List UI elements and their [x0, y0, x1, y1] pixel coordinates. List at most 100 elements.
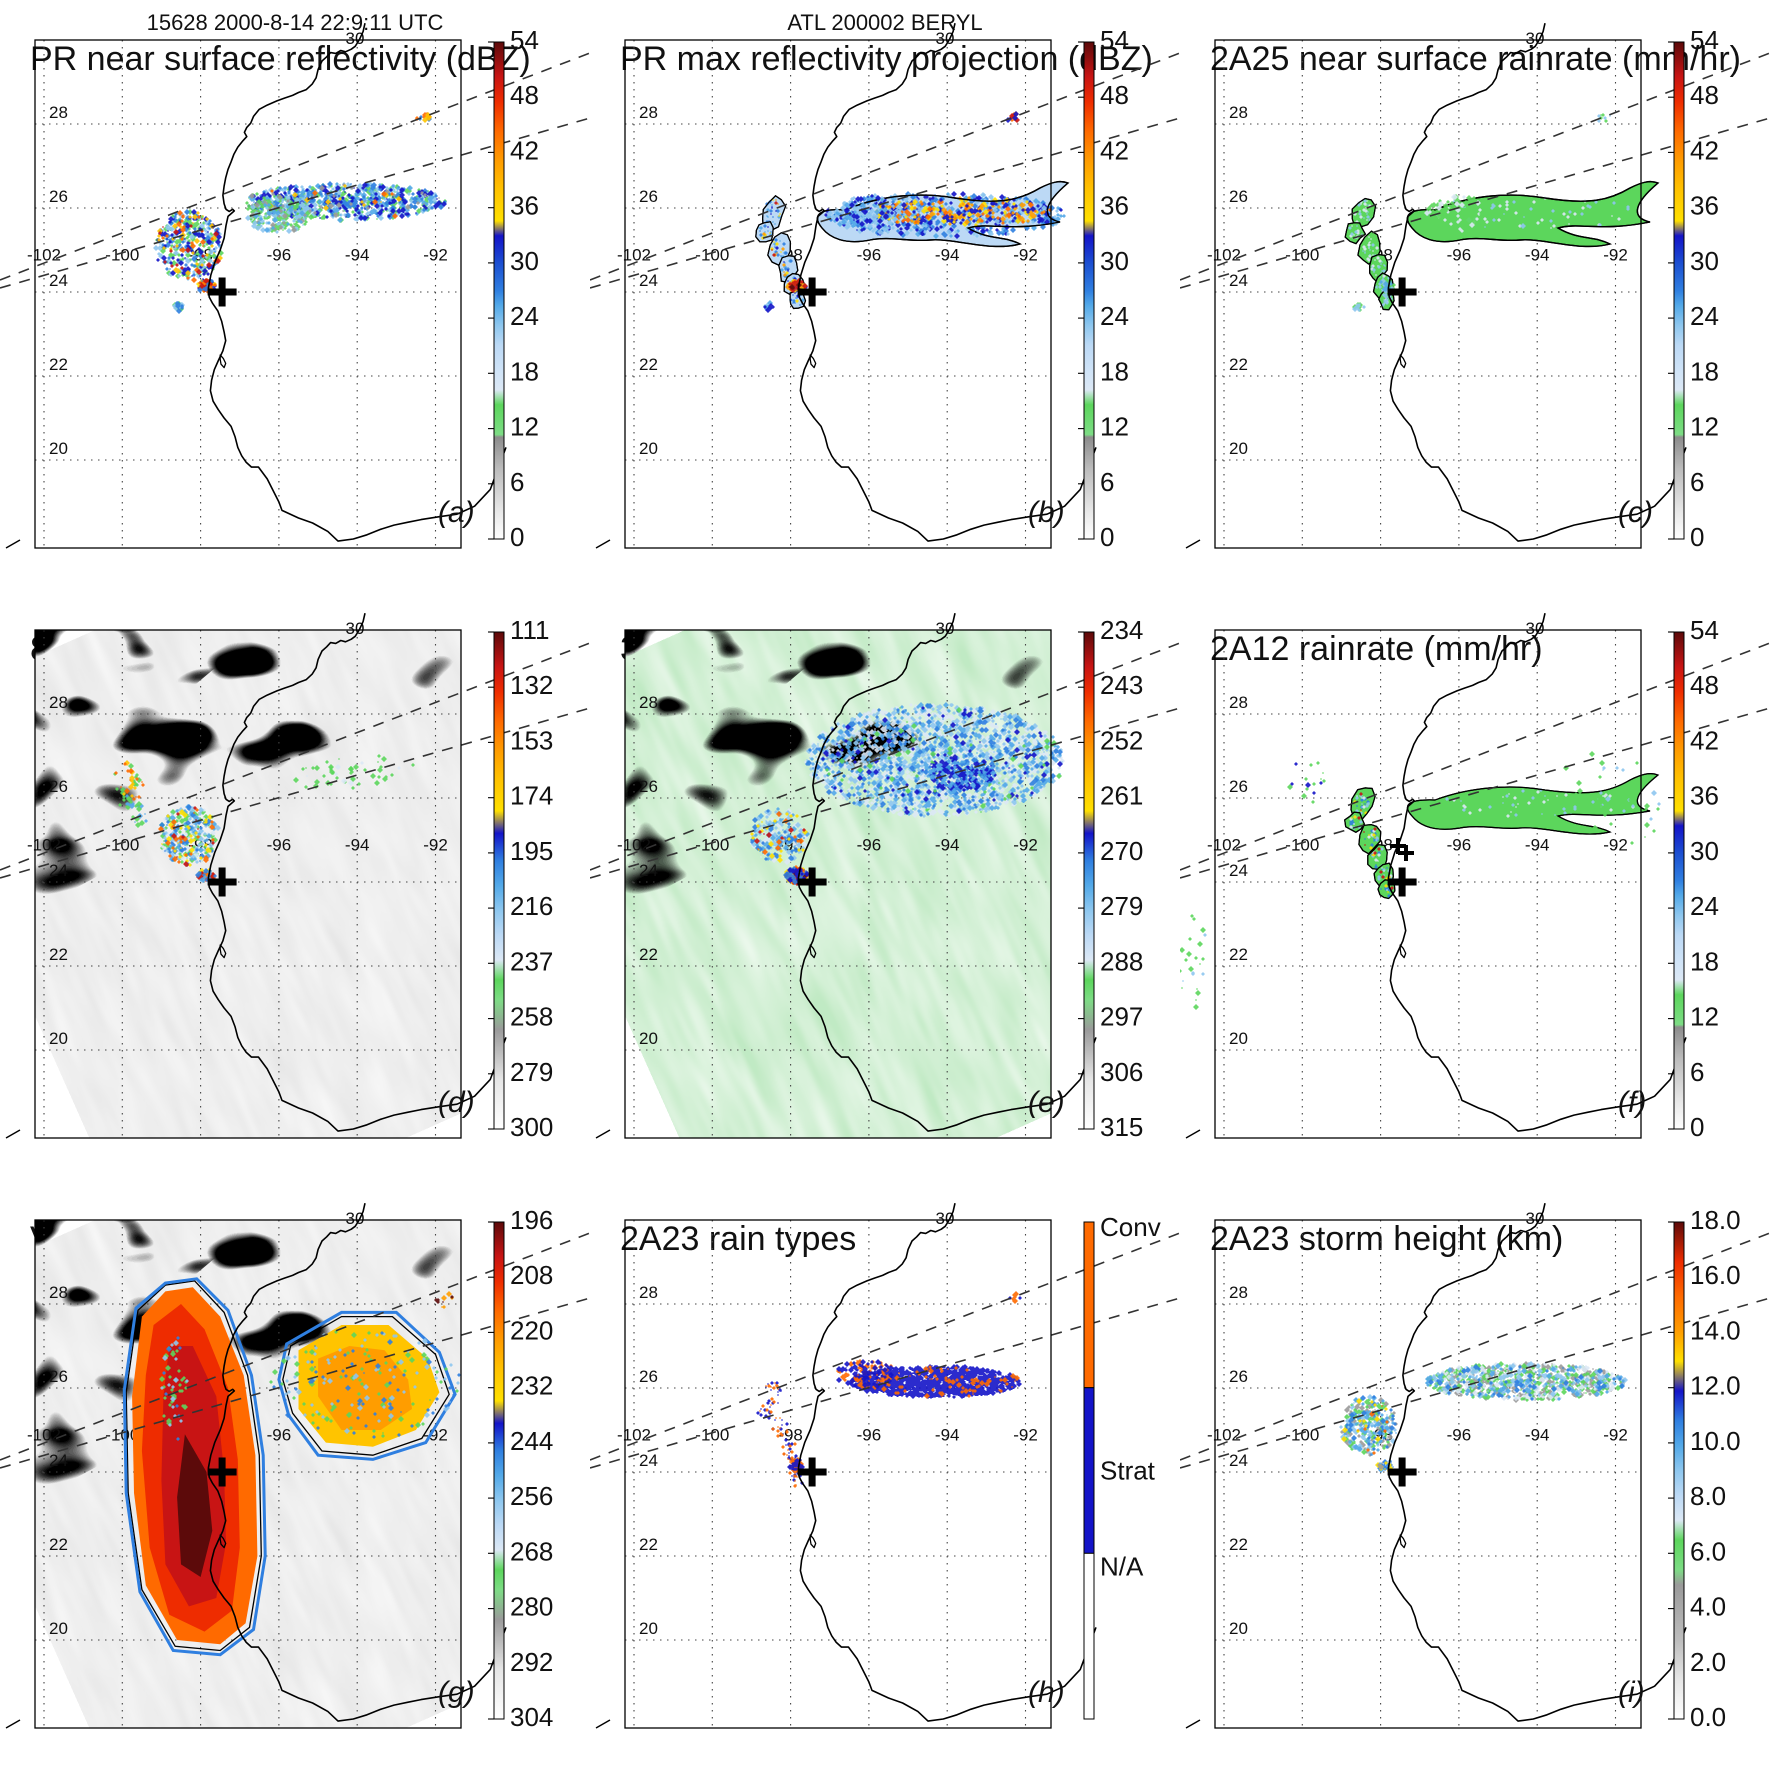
svg-text:24: 24 [639, 1451, 658, 1470]
svg-text:36: 36 [1690, 191, 1719, 221]
svg-text:30: 30 [1100, 246, 1129, 276]
svg-text:24: 24 [1229, 271, 1248, 290]
svg-text:(a): (a) [438, 496, 475, 529]
svg-text:12: 12 [1690, 1002, 1719, 1032]
svg-text:28: 28 [49, 1283, 68, 1302]
svg-text:-92: -92 [1603, 1426, 1628, 1445]
svg-text:-102: -102 [617, 246, 651, 265]
svg-text:-94: -94 [1525, 1426, 1550, 1445]
svg-text:-100: -100 [1285, 836, 1319, 855]
svg-text:244: 244 [510, 1426, 553, 1456]
svg-text:18: 18 [1690, 356, 1719, 386]
svg-text:297: 297 [1100, 1002, 1143, 1032]
svg-text:0: 0 [1100, 522, 1114, 552]
svg-text:-102: -102 [1207, 1426, 1241, 1445]
svg-text:24: 24 [1690, 891, 1719, 921]
svg-text:30: 30 [1526, 1209, 1545, 1228]
svg-text:24: 24 [49, 861, 68, 880]
svg-text:24: 24 [1229, 1451, 1248, 1470]
svg-text:0: 0 [1690, 522, 1704, 552]
svg-text:54: 54 [510, 25, 539, 55]
svg-text:30: 30 [346, 1209, 365, 1228]
svg-text:-92: -92 [423, 836, 448, 855]
svg-text:279: 279 [1100, 891, 1143, 921]
svg-text:28: 28 [639, 1283, 658, 1302]
svg-text:54: 54 [1690, 615, 1719, 645]
svg-text:12.0: 12.0 [1690, 1371, 1741, 1401]
svg-text:28: 28 [49, 693, 68, 712]
svg-text:-96: -96 [1447, 1426, 1472, 1445]
svg-text:6: 6 [1100, 467, 1114, 497]
svg-text:22: 22 [1229, 1535, 1248, 1554]
svg-text:24: 24 [639, 271, 658, 290]
svg-text:24: 24 [49, 1451, 68, 1470]
svg-text:54: 54 [1100, 25, 1129, 55]
svg-text:-100: -100 [695, 1426, 729, 1445]
svg-text:26: 26 [1229, 1367, 1248, 1386]
svg-text:-100: -100 [105, 246, 139, 265]
svg-text:12: 12 [1100, 412, 1129, 442]
svg-text:220: 220 [510, 1315, 553, 1345]
svg-text:N/A: N/A [1100, 1551, 1144, 1581]
svg-text:306: 306 [1100, 1057, 1143, 1087]
svg-text:24: 24 [510, 301, 539, 331]
svg-text:132: 132 [510, 670, 553, 700]
svg-text:20: 20 [1229, 1619, 1248, 1638]
svg-text:20: 20 [639, 1619, 658, 1638]
svg-text:-94: -94 [935, 1426, 960, 1445]
svg-text:-96: -96 [857, 246, 882, 265]
svg-text:(h): (h) [1028, 1676, 1065, 1709]
svg-text:28: 28 [639, 693, 658, 712]
svg-text:18: 18 [1100, 356, 1129, 386]
svg-text:PR max reflectivity projection: PR max reflectivity projection (dBZ) [620, 40, 1153, 78]
svg-text:22: 22 [639, 355, 658, 374]
svg-text:10.0: 10.0 [1690, 1426, 1741, 1456]
svg-text:-92: -92 [1013, 1426, 1038, 1445]
svg-text:-100: -100 [695, 836, 729, 855]
svg-text:(b): (b) [1028, 496, 1065, 529]
svg-text:195: 195 [510, 836, 553, 866]
svg-text:261: 261 [1100, 781, 1143, 811]
svg-text:30: 30 [936, 1209, 955, 1228]
svg-text:2A23 rain types: 2A23 rain types [620, 1220, 856, 1258]
svg-text:237: 237 [510, 946, 553, 976]
svg-text:Strat: Strat [1100, 1456, 1156, 1486]
svg-text:-102: -102 [27, 246, 61, 265]
svg-text:-102: -102 [617, 836, 651, 855]
svg-text:22: 22 [1229, 355, 1248, 374]
svg-text:292: 292 [510, 1647, 553, 1677]
svg-text:18.0: 18.0 [1690, 1205, 1741, 1235]
svg-text:28: 28 [639, 103, 658, 122]
svg-text:243: 243 [1100, 670, 1143, 700]
svg-text:111: 111 [510, 615, 550, 645]
svg-text:174: 174 [510, 781, 553, 811]
svg-text:-102: -102 [27, 836, 61, 855]
svg-text:16.0: 16.0 [1690, 1260, 1741, 1290]
svg-text:30: 30 [510, 246, 539, 276]
svg-text:22: 22 [49, 945, 68, 964]
svg-text:PR near surface reflectivity (: PR near surface reflectivity (dBZ) [30, 40, 531, 78]
svg-text:30: 30 [1690, 836, 1719, 866]
svg-text:22: 22 [49, 355, 68, 374]
svg-text:30: 30 [1690, 246, 1719, 276]
svg-text:30: 30 [936, 619, 955, 638]
svg-text:20: 20 [49, 439, 68, 458]
svg-text:268: 268 [510, 1536, 553, 1566]
svg-text:26: 26 [49, 1367, 68, 1386]
svg-text:54: 54 [1690, 25, 1719, 55]
svg-text:42: 42 [1690, 135, 1719, 165]
svg-text:280: 280 [510, 1592, 553, 1622]
svg-text:-92: -92 [1013, 246, 1038, 265]
svg-text:26: 26 [49, 777, 68, 796]
svg-text:22: 22 [639, 945, 658, 964]
svg-text:-92: -92 [423, 246, 448, 265]
svg-text:28: 28 [1229, 103, 1248, 122]
svg-text:-94: -94 [1525, 246, 1550, 265]
svg-text:232: 232 [510, 1371, 553, 1401]
svg-text:-92: -92 [1603, 836, 1628, 855]
svg-text:36: 36 [1690, 781, 1719, 811]
svg-text:24: 24 [1690, 301, 1719, 331]
svg-text:-100: -100 [695, 246, 729, 265]
svg-text:22: 22 [639, 1535, 658, 1554]
svg-text:48: 48 [1100, 80, 1129, 110]
